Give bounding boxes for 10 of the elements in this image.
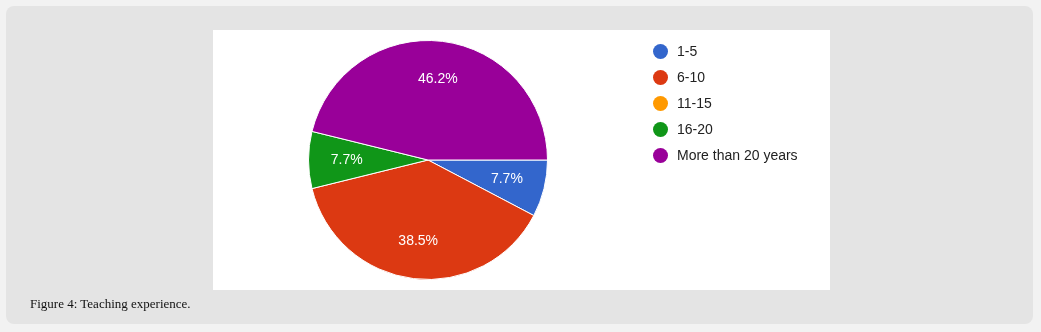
legend-label: 1-5 [677,43,698,59]
legend-label: 16-20 [677,121,713,137]
data-label: 38.5% [398,231,439,248]
legend-label: 6-10 [677,69,706,85]
data-label: 46.2% [417,70,458,87]
legend-label: 11-15 [677,95,712,111]
data-label: 7.7% [490,170,523,187]
caption: Figure 4: Teaching experience. [30,296,191,312]
data-label: 7.7% [330,150,363,167]
legend-label: More than 20 years [677,147,798,163]
